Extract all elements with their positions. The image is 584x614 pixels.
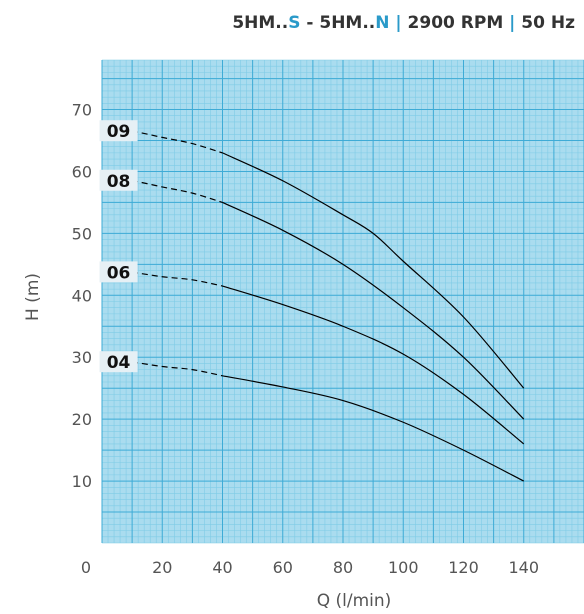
curve-label-bg-08 — [99, 169, 138, 191]
x-tick-label: 80 — [333, 558, 353, 577]
title-rpm: 2900 RPM — [408, 13, 504, 33]
y-axis-ticks: 10 20 30 40 50 60 70 — [72, 101, 92, 492]
y-tick-label: 30 — [72, 348, 92, 367]
curve-labels: 09 08 06 04 — [99, 120, 138, 373]
title-divider-2: | — [503, 13, 521, 33]
x-tick-label: 100 — [388, 558, 419, 577]
title-model-sep: - — [300, 13, 319, 33]
curve-09 — [222, 152, 525, 389]
title-model-suffix-2: N — [375, 13, 389, 33]
curve-label-09: 09 — [107, 122, 131, 142]
x-axis-ticks: 0 20 40 60 80 100 120 140 — [81, 558, 539, 577]
curve-08 — [222, 201, 525, 420]
title-model-prefix-1: 5HM.. — [232, 13, 288, 33]
curve-label-06: 06 — [107, 263, 131, 283]
curve-label-bg-09 — [99, 120, 138, 142]
curve-04 — [222, 375, 525, 482]
x-tick-label: 60 — [273, 558, 293, 577]
y-tick-label: 40 — [72, 286, 92, 305]
chart-title: 5HM..S - 5HM..N | 2900 RPM | 50 Hz — [232, 13, 575, 33]
y-tick-label: 70 — [72, 101, 92, 120]
y-tick-label: 60 — [72, 162, 92, 181]
title-divider-1: | — [390, 13, 408, 33]
y-tick-label: 20 — [72, 410, 92, 429]
x-tick-label: 120 — [448, 558, 479, 577]
y-axis-label: H (m) — [23, 273, 43, 321]
curve-06 — [222, 285, 525, 445]
x-axis-label: Q (l/min) — [317, 591, 392, 611]
x-tick-label: 20 — [152, 558, 172, 577]
curve-label-04: 04 — [107, 353, 131, 373]
x-tick-label: 140 — [508, 558, 539, 577]
curve-label-08: 08 — [107, 172, 131, 192]
title-frequency: 50 Hz — [521, 13, 575, 33]
x-tick-label: 0 — [81, 558, 91, 577]
y-tick-label: 10 — [72, 472, 92, 491]
curve-label-bg-06 — [99, 261, 138, 283]
title-model-prefix-2: 5HM.. — [319, 13, 375, 33]
x-tick-label: 40 — [212, 558, 232, 577]
title-model-suffix-1: S — [288, 13, 300, 33]
y-tick-label: 50 — [72, 224, 92, 243]
curve-label-bg-04 — [99, 351, 138, 373]
